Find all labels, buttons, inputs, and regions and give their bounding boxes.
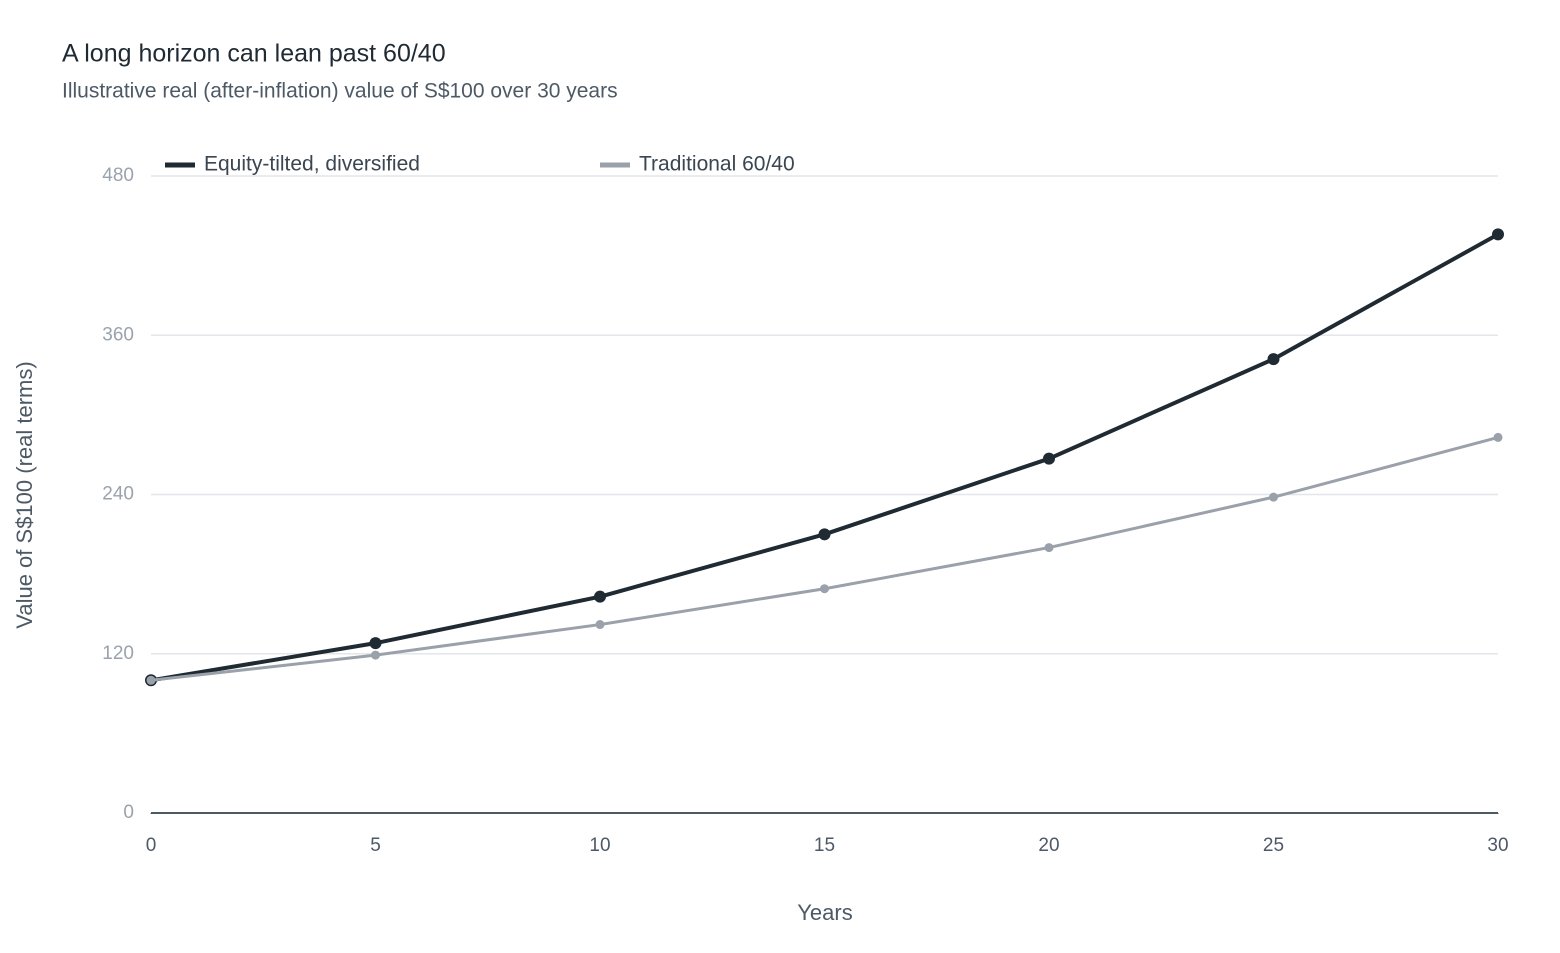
data-point	[818, 528, 831, 541]
legend-label: Traditional 60/40	[639, 153, 795, 176]
data-point	[820, 584, 829, 594]
data-point	[1493, 432, 1503, 442]
data-point	[594, 590, 606, 603]
x-tick-label: 25	[1263, 835, 1284, 856]
x-tick-label: 10	[589, 835, 610, 856]
series-line	[150, 435, 1499, 682]
x-tick-label: 15	[814, 835, 835, 856]
y-tick-label: 120	[102, 643, 134, 664]
data-point	[1269, 492, 1278, 502]
chart-subtitle: Illustrative real (after-inflation) valu…	[62, 80, 618, 103]
y-tick-label: 360	[102, 324, 134, 345]
x-tick-label: 0	[146, 835, 157, 856]
series-line	[150, 232, 1499, 683]
data-point	[369, 637, 382, 650]
data-point	[595, 620, 605, 630]
data-point	[1492, 228, 1504, 241]
data-point	[1044, 543, 1054, 553]
x-tick-label: 30	[1487, 835, 1508, 856]
x-tick-label: 20	[1038, 835, 1059, 856]
data-point	[1267, 353, 1280, 366]
y-axis-label: Value of S$100 (real terms)	[12, 361, 37, 628]
y-tick-label: 480	[102, 165, 134, 186]
legend-label: Equity-tilted, diversified	[204, 153, 420, 176]
data-point	[146, 675, 156, 685]
data-point	[1043, 452, 1055, 465]
data-point	[371, 650, 380, 660]
chart-title: A long horizon can lean past 60/40	[62, 40, 446, 68]
x-tick-label: 5	[370, 835, 381, 856]
y-tick-label: 0	[123, 802, 134, 823]
y-tick-label: 240	[102, 484, 134, 505]
x-axis-label: Years	[797, 900, 852, 925]
